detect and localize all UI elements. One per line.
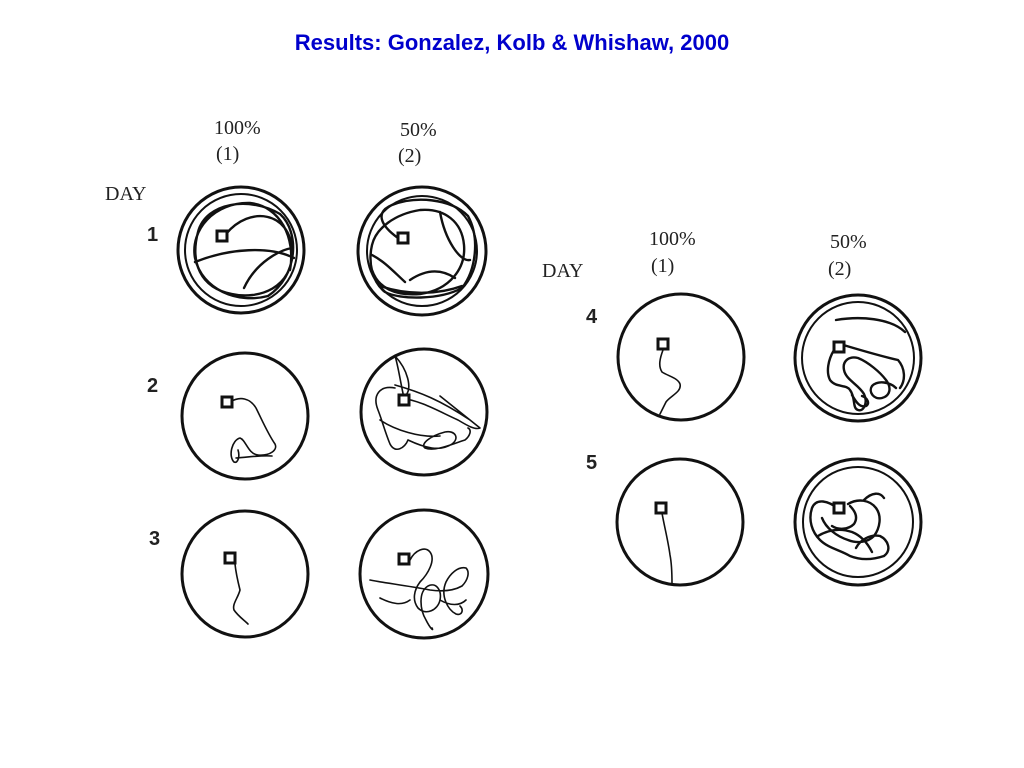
- column-header-group-2: (2): [398, 145, 421, 167]
- day-number: 5: [586, 452, 597, 474]
- day-number: 2: [147, 375, 158, 397]
- pool-outline: [176, 185, 306, 315]
- pool-outline: [615, 457, 745, 587]
- pool-trial: [356, 185, 488, 317]
- platform-marker: [220, 395, 234, 409]
- swim-path: [661, 512, 673, 585]
- pool-trial: [180, 509, 310, 639]
- pool-outline: [359, 347, 489, 477]
- pool-outline: [358, 508, 490, 640]
- pool-inner-ring: [366, 195, 478, 307]
- platform-marker: [656, 337, 670, 351]
- pool-outline: [356, 185, 488, 317]
- pool-trial: [793, 457, 923, 587]
- pool-outline: [616, 292, 746, 422]
- pool-trial: [358, 508, 490, 640]
- platform-marker: [223, 551, 237, 565]
- swim-path: [658, 349, 681, 415]
- pool-trial: [176, 185, 306, 315]
- platform-marker: [396, 231, 410, 245]
- pool-outline: [180, 351, 310, 481]
- day-number: 1: [147, 224, 158, 246]
- pool-trial: [359, 347, 489, 477]
- pool-trial: [793, 293, 923, 423]
- column-header-percent-50: 50%: [830, 231, 867, 253]
- pool-trial: [615, 457, 745, 587]
- swim-path: [369, 198, 477, 299]
- platform-marker: [654, 501, 668, 515]
- swim-path: [232, 563, 249, 625]
- platform-marker: [397, 393, 411, 407]
- platform-marker: [397, 552, 411, 566]
- pool-inner-ring: [802, 466, 914, 578]
- column-header-group-1: (1): [651, 255, 674, 277]
- swim-path: [193, 201, 296, 300]
- platform-marker: [832, 340, 846, 354]
- pool-outline: [793, 457, 923, 587]
- swim-path: [826, 317, 907, 412]
- pool-inner-ring: [801, 301, 915, 415]
- day-number: 3: [149, 528, 160, 550]
- platform-marker: [832, 501, 846, 515]
- swim-path: [809, 492, 890, 561]
- platform-marker: [215, 229, 229, 243]
- day-number: 4: [586, 306, 598, 328]
- column-header-group-2: (2): [828, 258, 851, 280]
- day-axis-label: DAY: [105, 183, 147, 205]
- pool-outline: [793, 293, 923, 423]
- pool-inner-ring: [184, 193, 298, 307]
- slide-title: Results: Gonzalez, Kolb & Whishaw, 2000: [294, 30, 730, 55]
- day-axis-label: DAY: [542, 260, 584, 282]
- swim-path: [375, 355, 481, 451]
- column-header-percent-100: 100%: [214, 117, 261, 139]
- pool-trial: [616, 292, 746, 422]
- pool-trial: [180, 351, 310, 481]
- pool-outline: [180, 509, 310, 639]
- swim-path: [369, 548, 469, 631]
- column-header-percent-50: 50%: [400, 119, 437, 141]
- column-header-group-1: (1): [216, 143, 239, 165]
- column-header-percent-100: 100%: [649, 228, 696, 250]
- swim-path: [229, 397, 277, 464]
